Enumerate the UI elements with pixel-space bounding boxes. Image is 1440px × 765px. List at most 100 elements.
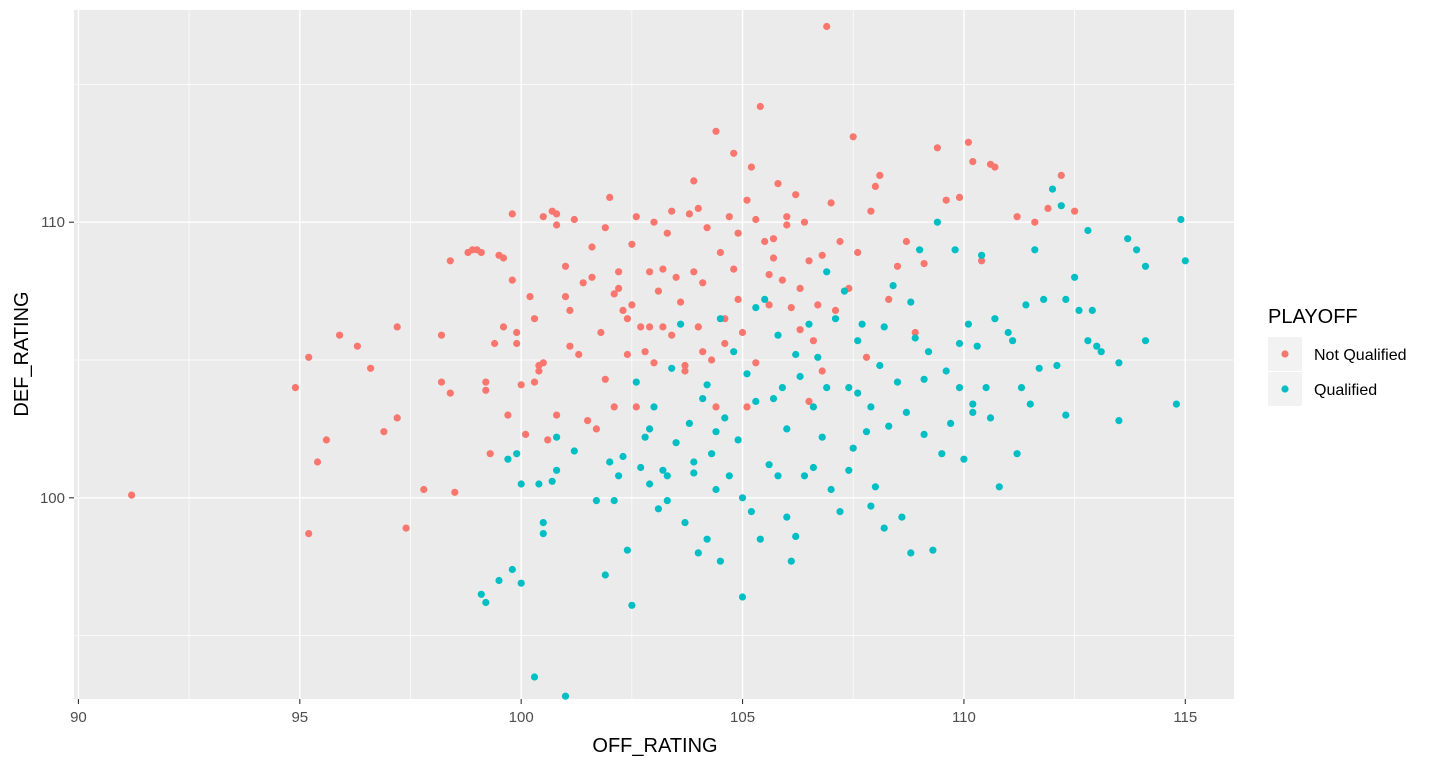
data-point (969, 408, 977, 416)
data-point (553, 466, 561, 474)
data-point (544, 436, 552, 444)
data-point (694, 549, 702, 557)
data-point (1075, 306, 1083, 314)
data-point (929, 546, 937, 554)
data-point (291, 384, 299, 392)
data-point (818, 367, 826, 375)
x-tick-label: 110 (952, 709, 976, 726)
data-point (774, 180, 782, 188)
data-point (566, 342, 574, 350)
y-axis: 100 110 (40, 214, 74, 507)
data-point (849, 444, 857, 452)
data-point (672, 273, 680, 281)
data-point (499, 254, 508, 262)
data-point (628, 240, 636, 248)
data-point (654, 505, 663, 513)
data-point (535, 480, 543, 488)
data-point (584, 417, 592, 425)
data-point (920, 375, 928, 383)
data-point (606, 193, 614, 201)
data-point (677, 298, 685, 306)
data-point (1181, 257, 1189, 265)
data-point (685, 419, 694, 427)
data-point (530, 315, 539, 323)
data-point (1013, 213, 1021, 221)
data-point (978, 257, 986, 265)
data-point (623, 546, 632, 554)
data-point (761, 237, 769, 246)
data-point (787, 557, 795, 565)
data-point (699, 279, 707, 287)
data-point (783, 425, 791, 433)
data-point (973, 342, 981, 350)
data-point (947, 419, 955, 427)
data-point (836, 237, 844, 246)
data-point (708, 450, 716, 458)
data-point (402, 524, 410, 532)
data-point (796, 372, 804, 381)
data-point (969, 158, 977, 166)
data-point (508, 565, 516, 574)
data-point (1141, 262, 1150, 270)
data-point (659, 466, 667, 474)
data-point (743, 370, 751, 378)
data-point (964, 138, 973, 146)
data-point (570, 215, 578, 224)
data-point (1071, 273, 1079, 281)
data-point (783, 513, 791, 521)
data-point (646, 480, 654, 488)
data-point (601, 571, 609, 579)
data-point (646, 268, 654, 276)
data-point (437, 378, 446, 386)
data-point (836, 508, 844, 516)
data-point (738, 593, 747, 601)
data-point (623, 350, 632, 359)
data-point (792, 191, 800, 199)
data-point (491, 339, 499, 348)
data-point (446, 389, 454, 397)
data-point (553, 221, 561, 229)
legend: PLAYOFF Not Qualified Qualified (1268, 306, 1407, 406)
data-point (615, 472, 623, 480)
data-point (1040, 295, 1048, 303)
data-point (632, 378, 640, 386)
data-point (747, 508, 756, 516)
data-point (867, 502, 875, 510)
data-point (902, 408, 911, 416)
panel-background (74, 10, 1234, 699)
data-point (539, 519, 547, 527)
data-point (734, 229, 742, 237)
data-point (920, 430, 928, 438)
data-point (964, 320, 973, 328)
x-tick-label: 90 (70, 709, 87, 726)
data-point (960, 455, 968, 463)
data-point (982, 384, 990, 392)
data-point (367, 364, 375, 372)
data-point (818, 251, 826, 259)
legend-label: Not Qualified (1314, 347, 1407, 364)
data-point (1133, 246, 1141, 254)
data-point (885, 295, 893, 303)
data-point (322, 436, 330, 444)
data-point (482, 378, 490, 386)
data-point (1115, 417, 1123, 425)
data-point (827, 485, 835, 494)
data-point (1053, 361, 1061, 370)
data-point (823, 22, 831, 31)
data-point (809, 337, 818, 345)
data-point (916, 246, 924, 254)
data-point (1013, 450, 1021, 458)
data-point (703, 224, 711, 232)
data-point (792, 532, 800, 541)
data-point (951, 246, 959, 254)
data-point (305, 353, 313, 361)
data-point (778, 384, 787, 392)
data-point (1022, 301, 1030, 309)
data-point (809, 463, 818, 472)
data-point (796, 326, 804, 334)
data-point (986, 414, 995, 422)
x-tick-label: 105 (730, 709, 755, 726)
data-point (716, 315, 725, 323)
data-point (995, 483, 1003, 491)
plot-panel (74, 10, 1234, 699)
